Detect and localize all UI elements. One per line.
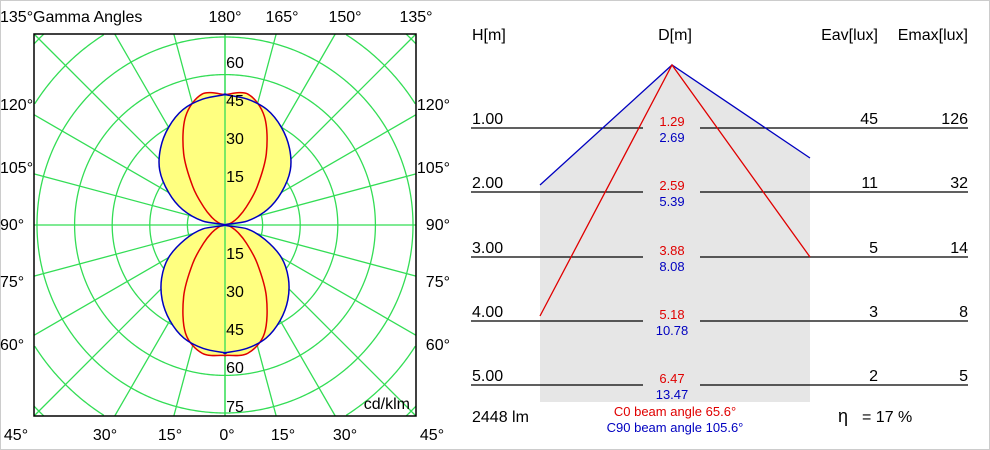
emax-value: 14 — [950, 240, 968, 257]
height-value: 5.00 — [472, 368, 503, 385]
luminous-flux: 2448 lm — [472, 409, 529, 426]
bottom-angle-label: 30° — [333, 427, 357, 444]
side-angle-label-right: 105° — [417, 160, 450, 177]
table-row: 3.00 3.888.08 5 14 — [471, 240, 968, 274]
polar-diagram: 135° Gamma Angles 180° 165° 150° 135°120° 120°… — [0, 9, 450, 444]
diameter-c90: 10.78 — [656, 323, 689, 338]
height-value: 3.00 — [472, 240, 503, 257]
side-angle-label-left: 90° — [0, 217, 24, 234]
height-value: 1.00 — [472, 111, 503, 128]
diameter-c0: 3.88 — [659, 243, 684, 258]
beam-angle-c90: C90 beam angle 105.6° — [607, 420, 744, 435]
diameter-c0: 2.59 — [659, 178, 684, 193]
curve-c90 — [158, 93, 292, 355]
radial-tick-upper: 60 — [226, 55, 244, 72]
diameter-c0: 1.29 — [659, 114, 684, 129]
diameter-c0: 5.18 — [659, 307, 684, 322]
emax-value: 32 — [950, 175, 968, 192]
top-angle-label: 180° — [208, 9, 241, 26]
eav-value: 5 — [869, 240, 878, 257]
radial-tick-lower: 15 — [226, 246, 244, 263]
emax-value: 5 — [959, 368, 968, 385]
diameter-c90: 13.47 — [656, 387, 689, 402]
top-angle-label: 135° — [0, 9, 33, 26]
header-d: D[m] — [658, 27, 692, 44]
beam-angle-c0: C0 beam angle 65.6° — [614, 404, 736, 419]
radial-tick-upper: 45 — [226, 93, 244, 110]
side-angle-label-left: 120° — [0, 97, 33, 114]
chart-title: Gamma Angles — [33, 9, 142, 26]
bottom-angle-label: 30° — [93, 427, 117, 444]
diameter-c90: 2.69 — [659, 130, 684, 145]
eav-value: 2 — [869, 368, 878, 385]
side-angle-label-left: 60° — [0, 337, 24, 354]
polar-frame — [33, 33, 417, 417]
emax-value: 126 — [941, 111, 968, 128]
diameter-c0: 6.47 — [659, 371, 684, 386]
height-value: 2.00 — [472, 175, 503, 192]
bottom-angle-label: 0° — [219, 427, 234, 444]
radial-tick-lower: 30 — [226, 284, 244, 301]
radial-tick-upper: 30 — [226, 131, 244, 148]
eav-value: 3 — [869, 304, 878, 321]
diameter-c90: 5.39 — [659, 194, 684, 209]
diameter-c90: 8.08 — [659, 259, 684, 274]
emax-value: 8 — [959, 304, 968, 321]
top-angle-label: 135° — [399, 9, 432, 26]
bottom-angle-label: 45° — [4, 427, 28, 444]
radial-tick-lower: 45 — [226, 322, 244, 339]
radial-tick-lower: 75 — [226, 399, 244, 416]
bottom-angle-label: 15° — [271, 427, 295, 444]
polar-labels: 135° Gamma Angles 180° 165° 150° 135°120° 120°… — [0, 9, 450, 444]
side-angle-label-right: 90° — [426, 217, 450, 234]
table-row: 1.00 1.292.69 45 126 — [471, 111, 968, 145]
beam-line-c0 — [539, 63, 811, 317]
side-angle-label-left: 75° — [0, 274, 24, 291]
eav-value: 45 — [860, 111, 878, 128]
bottom-angle-label: 15° — [158, 427, 182, 444]
side-angle-label-right: 60° — [426, 337, 450, 354]
top-angle-label: 165° — [265, 9, 298, 26]
side-angle-label-right: 120° — [417, 97, 450, 114]
table-row: 2.00 2.595.39 11 32 — [471, 175, 968, 209]
eav-value: 11 — [861, 175, 878, 192]
radial-tick-upper: 15 — [226, 169, 244, 186]
efficiency-value: = 17 % — [862, 409, 912, 426]
radial-tick-lower: 60 — [226, 360, 244, 377]
header-h: H[m] — [472, 27, 506, 44]
top-angle-label: 150° — [328, 9, 361, 26]
header-eav: Eav[lux] — [821, 27, 878, 44]
efficiency-symbol: η — [838, 406, 848, 426]
beam-cone-area — [540, 65, 810, 402]
unit-label: cd/klm — [364, 396, 410, 413]
side-angle-label-left: 105° — [0, 160, 33, 177]
header-emax: Emax[lux] — [898, 27, 968, 44]
height-value: 4.00 — [472, 304, 503, 321]
polar-curves — [158, 34, 292, 416]
bottom-angle-label: 45° — [420, 427, 444, 444]
side-angle-label-right: 75° — [426, 274, 450, 291]
